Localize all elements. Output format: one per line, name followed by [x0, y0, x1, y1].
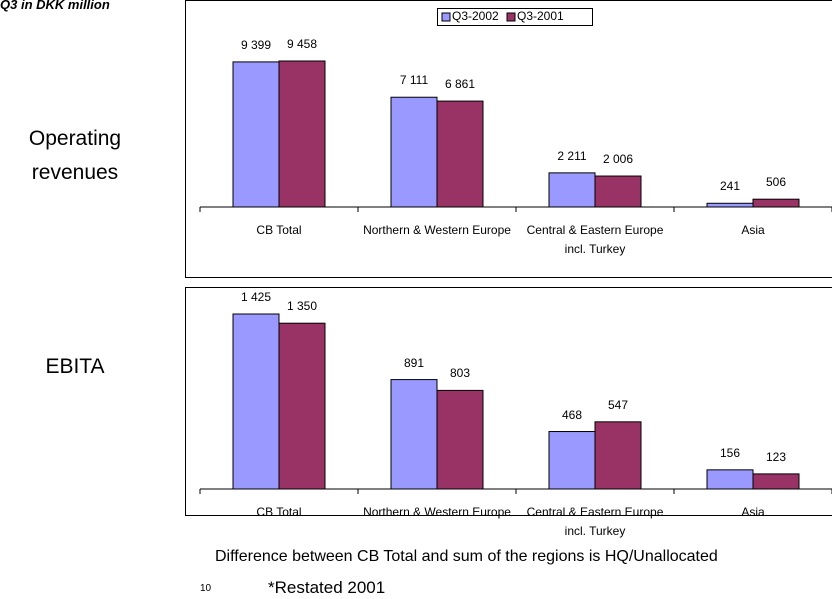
bar: [279, 323, 325, 489]
bar: [233, 62, 279, 207]
x-tick-label: Asia: [678, 503, 828, 522]
bar: [549, 173, 595, 207]
value-label: 123: [746, 450, 806, 464]
bar: [753, 474, 799, 489]
value-label: 6 861: [430, 77, 490, 91]
x-tick-label: CB Total: [204, 221, 354, 240]
chart-title: EBITA: [0, 350, 150, 384]
bar: [437, 390, 483, 489]
value-label: 1 350: [272, 299, 332, 313]
legend-swatch: [507, 13, 515, 21]
bar: [391, 97, 437, 207]
bar: [595, 422, 641, 489]
value-label: 803: [430, 366, 490, 380]
x-tick-label: Northern & Western Europe: [362, 221, 512, 240]
x-tick-label: CB Total: [204, 503, 354, 522]
slide: Q3 in DKK million Difference between CB …: [0, 0, 832, 599]
x-tick-label: Central & Eastern Europe incl. Turkey: [520, 503, 670, 541]
value-label: 547: [588, 398, 648, 412]
x-tick-label: Asia: [678, 221, 828, 240]
value-label: 9 458: [272, 37, 332, 51]
bar: [279, 61, 325, 207]
footnote: *Restated 2001: [268, 578, 385, 598]
bar: [233, 314, 279, 489]
chart-title: Operating revenues: [0, 122, 150, 190]
legend-swatch: [442, 13, 450, 21]
bar: [753, 199, 799, 207]
bar: [707, 470, 753, 489]
subtitle: Q3 in DKK million: [0, 0, 110, 12]
bar: [437, 101, 483, 207]
legend-label: Q3-2002: [452, 9, 499, 23]
note: Difference between CB Total and sum of t…: [215, 548, 718, 566]
bar: [549, 432, 595, 489]
x-tick-label: Central & Eastern Europe incl. Turkey: [520, 221, 670, 259]
bar: [391, 380, 437, 489]
value-label: 506: [746, 175, 806, 189]
value-label: 2 006: [588, 152, 648, 166]
legend-label: Q3-2001: [517, 9, 564, 23]
page-number: 10: [200, 583, 211, 594]
bar: [707, 203, 753, 207]
bar: [595, 176, 641, 207]
x-tick-label: Northern & Western Europe: [362, 503, 512, 522]
